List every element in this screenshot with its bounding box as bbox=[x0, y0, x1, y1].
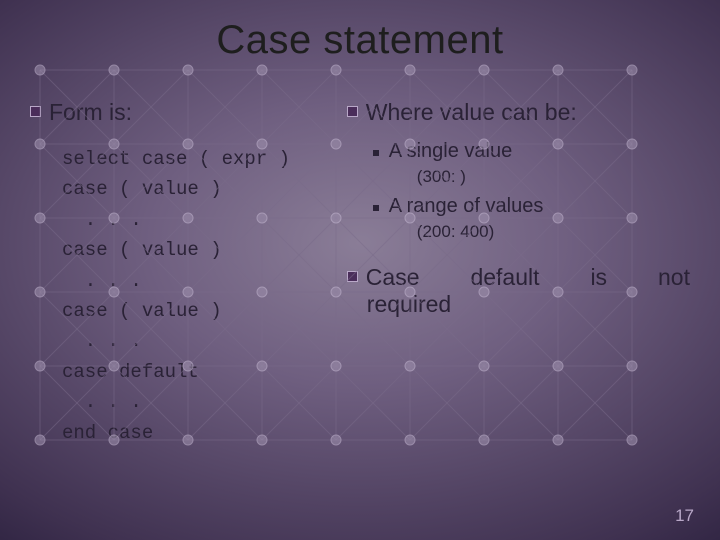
sub-item-label: A single value bbox=[389, 140, 512, 163]
small-square-bullet-icon bbox=[373, 150, 379, 156]
square-bullet-icon bbox=[347, 271, 358, 282]
left-heading: Form is: bbox=[49, 99, 132, 126]
note-text: Case default is not bbox=[366, 264, 690, 291]
content-columns: Form is: select case ( expr ) case ( val… bbox=[0, 99, 720, 448]
page-number: 17 bbox=[675, 506, 694, 526]
sub-item: A range of values bbox=[373, 195, 690, 218]
value-kinds-list: A single value (300: ) A range of values… bbox=[373, 140, 690, 242]
right-column: Where value can be: A single value (300:… bbox=[347, 99, 690, 448]
small-square-bullet-icon bbox=[373, 205, 379, 211]
sub-item-example: (200: 400) bbox=[417, 222, 690, 242]
note-word: default bbox=[470, 264, 539, 291]
note-row: Case default is not bbox=[347, 264, 690, 291]
sub-item-example: (300: ) bbox=[417, 167, 690, 187]
note-line2: required bbox=[367, 291, 690, 318]
sub-item-label: A range of values bbox=[389, 195, 544, 218]
code-block: select case ( expr ) case ( value ) . . … bbox=[62, 144, 347, 448]
right-heading: Where value can be: bbox=[366, 99, 577, 126]
note-word: is bbox=[590, 264, 607, 291]
square-bullet-icon bbox=[30, 106, 41, 117]
right-heading-row: Where value can be: bbox=[347, 99, 690, 126]
left-heading-row: Form is: bbox=[30, 99, 347, 126]
slide-title: Case statement bbox=[0, 0, 720, 63]
note-word: not bbox=[658, 264, 690, 291]
note-word: Case bbox=[366, 264, 420, 291]
square-bullet-icon bbox=[347, 106, 358, 117]
left-column: Form is: select case ( expr ) case ( val… bbox=[30, 99, 347, 448]
sub-item: A single value bbox=[373, 140, 690, 163]
